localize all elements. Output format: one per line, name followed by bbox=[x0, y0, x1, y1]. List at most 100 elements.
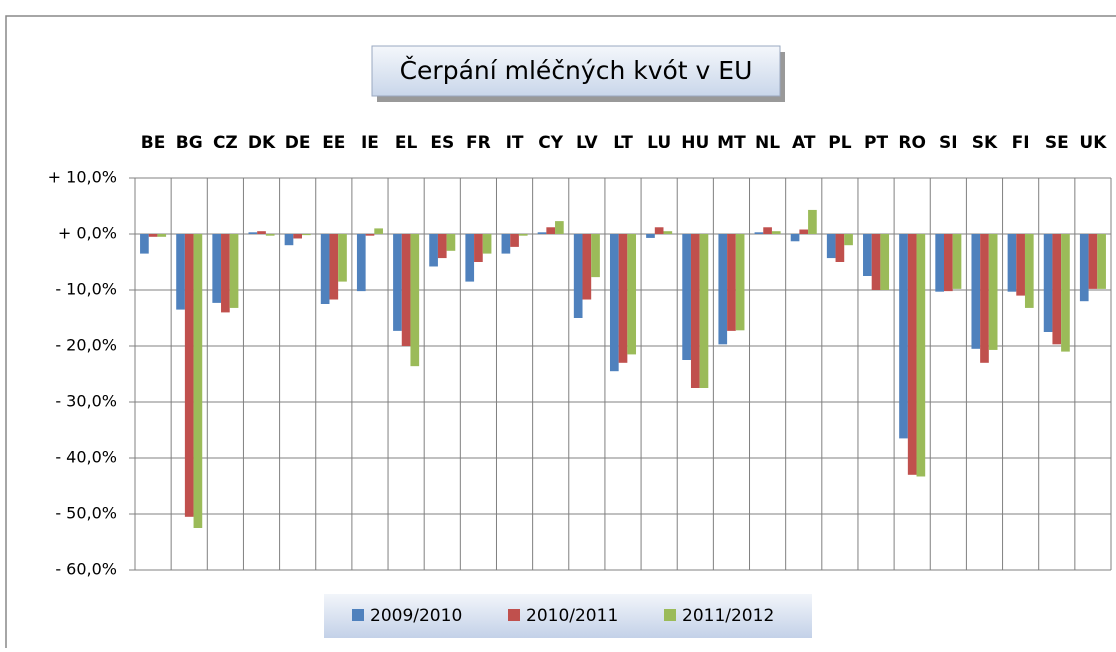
bar bbox=[1007, 234, 1017, 292]
bar bbox=[627, 234, 637, 355]
bar bbox=[980, 234, 989, 363]
bar bbox=[591, 234, 600, 278]
bar bbox=[374, 228, 383, 234]
bar bbox=[646, 234, 655, 238]
bar bbox=[510, 234, 519, 247]
x-tick-label: LV bbox=[576, 133, 598, 153]
bar bbox=[518, 234, 528, 236]
bar bbox=[935, 234, 944, 292]
x-tick-label: NL bbox=[755, 133, 780, 153]
x-tick-label: BE bbox=[141, 133, 166, 153]
y-tick-label: - 50,0% bbox=[55, 504, 117, 523]
y-tick-label: + 0,0% bbox=[58, 224, 117, 243]
bar bbox=[401, 234, 411, 346]
y-tick-label: - 20,0% bbox=[55, 336, 117, 355]
bar bbox=[229, 234, 239, 308]
bar bbox=[826, 234, 836, 259]
bar bbox=[771, 231, 781, 234]
legend-swatch bbox=[664, 609, 676, 621]
bar bbox=[482, 234, 492, 254]
bar bbox=[763, 227, 772, 234]
bar bbox=[429, 234, 438, 267]
bar bbox=[735, 234, 745, 331]
legend-label: 2009/2010 bbox=[370, 606, 462, 626]
bar bbox=[284, 234, 294, 246]
x-tick-label: MT bbox=[717, 133, 746, 153]
bar bbox=[1061, 234, 1070, 352]
y-tick-label: - 60,0% bbox=[55, 560, 117, 579]
bar bbox=[943, 234, 953, 292]
bar bbox=[718, 234, 728, 345]
bar bbox=[844, 234, 853, 246]
bar bbox=[690, 234, 700, 388]
title-box bbox=[371, 45, 781, 97]
bar bbox=[907, 234, 917, 475]
bar bbox=[1052, 234, 1062, 345]
x-tick-label: EL bbox=[395, 133, 418, 153]
bar bbox=[899, 234, 908, 439]
bar bbox=[193, 234, 203, 528]
bar bbox=[1043, 234, 1053, 332]
x-tick-label: FI bbox=[1012, 133, 1030, 153]
bar bbox=[654, 227, 664, 234]
bar bbox=[916, 234, 926, 477]
bar bbox=[410, 234, 420, 367]
bar bbox=[446, 234, 456, 251]
y-tick-label: + 10,0% bbox=[48, 168, 117, 187]
bar bbox=[863, 234, 872, 276]
legend-swatch bbox=[508, 609, 520, 621]
bar bbox=[609, 234, 619, 372]
bar bbox=[1097, 234, 1106, 289]
x-tick-label: CZ bbox=[213, 133, 238, 153]
bar bbox=[465, 234, 475, 282]
legend-box bbox=[324, 594, 812, 638]
bar bbox=[754, 232, 764, 234]
x-tick-label: CY bbox=[538, 133, 563, 153]
bar bbox=[365, 234, 375, 236]
bar bbox=[184, 234, 194, 517]
bar bbox=[871, 234, 881, 290]
bar bbox=[501, 234, 511, 254]
bar bbox=[474, 234, 483, 262]
x-tick-label: LU bbox=[647, 133, 671, 153]
bar bbox=[573, 234, 583, 318]
bar bbox=[221, 234, 230, 313]
bar bbox=[727, 234, 736, 331]
x-tick-label: PL bbox=[828, 133, 851, 153]
bar bbox=[257, 231, 266, 234]
bar bbox=[835, 234, 845, 262]
x-tick-label: UK bbox=[1079, 133, 1107, 153]
bar bbox=[148, 234, 158, 237]
bar bbox=[248, 232, 258, 234]
bar bbox=[293, 234, 303, 239]
bar bbox=[140, 234, 149, 254]
bar bbox=[1079, 234, 1089, 302]
bar bbox=[320, 234, 330, 304]
x-tick-label: SI bbox=[939, 133, 958, 153]
bar bbox=[437, 234, 447, 259]
x-tick-label: DK bbox=[248, 133, 276, 153]
chart-title: Čerpání mléčných kvót v EU bbox=[400, 55, 753, 85]
bar bbox=[988, 234, 998, 350]
bar bbox=[971, 234, 981, 349]
x-tick-label: DE bbox=[285, 133, 311, 153]
bar bbox=[1088, 234, 1098, 289]
bar bbox=[699, 234, 709, 388]
bar bbox=[790, 234, 800, 242]
bar bbox=[880, 234, 890, 290]
x-tick-label: RO bbox=[898, 133, 926, 153]
bar bbox=[212, 234, 222, 303]
x-tick-label: FR bbox=[466, 133, 491, 153]
x-tick-label: SE bbox=[1045, 133, 1069, 153]
bar bbox=[338, 234, 347, 282]
x-tick-label: BG bbox=[176, 133, 203, 153]
bar bbox=[682, 234, 691, 360]
bar bbox=[799, 229, 809, 234]
x-tick-label: IT bbox=[506, 133, 524, 153]
x-tick-label: LT bbox=[613, 133, 633, 153]
y-tick-label: - 40,0% bbox=[55, 448, 117, 467]
bar bbox=[393, 234, 402, 331]
legend-label: 2011/2012 bbox=[682, 606, 774, 626]
bar bbox=[808, 209, 817, 234]
